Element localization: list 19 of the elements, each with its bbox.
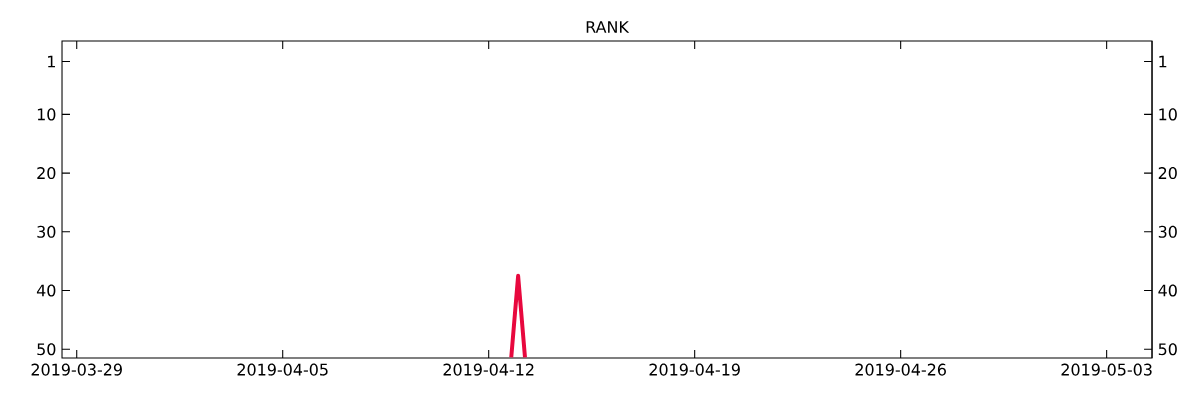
y2-tick-label: 30: [37, 225, 56, 238]
y-tick-label: 20: [1158, 167, 1177, 180]
y2-tick-label: 1: [48, 55, 55, 68]
y-tick-label: 10: [1159, 108, 1177, 121]
chart-title: RANK: [586, 21, 630, 33]
y-tick-label: 30: [1158, 225, 1177, 238]
x-tick-label: 2019-04-12: [443, 363, 534, 376]
y-tick-label: 40: [1158, 284, 1177, 297]
x-tick-label: 2019-04-26: [855, 363, 946, 376]
x-tick-label: 2019-04-05: [237, 363, 328, 376]
y2-tick-label: 10: [37, 108, 56, 121]
y-tick-label: 1: [1159, 55, 1167, 68]
x-tick-label: 2019-03-29: [31, 363, 122, 376]
y2-tick-label: 40: [36, 284, 56, 297]
x-tick-label: 2019-05-03: [1061, 363, 1152, 376]
y2-tick-label: 20: [37, 167, 56, 180]
y-tick-label: 50: [1158, 343, 1177, 356]
y2-tick-label: 50: [37, 343, 56, 356]
x-tick-label: 2019-04-19: [649, 363, 740, 376]
